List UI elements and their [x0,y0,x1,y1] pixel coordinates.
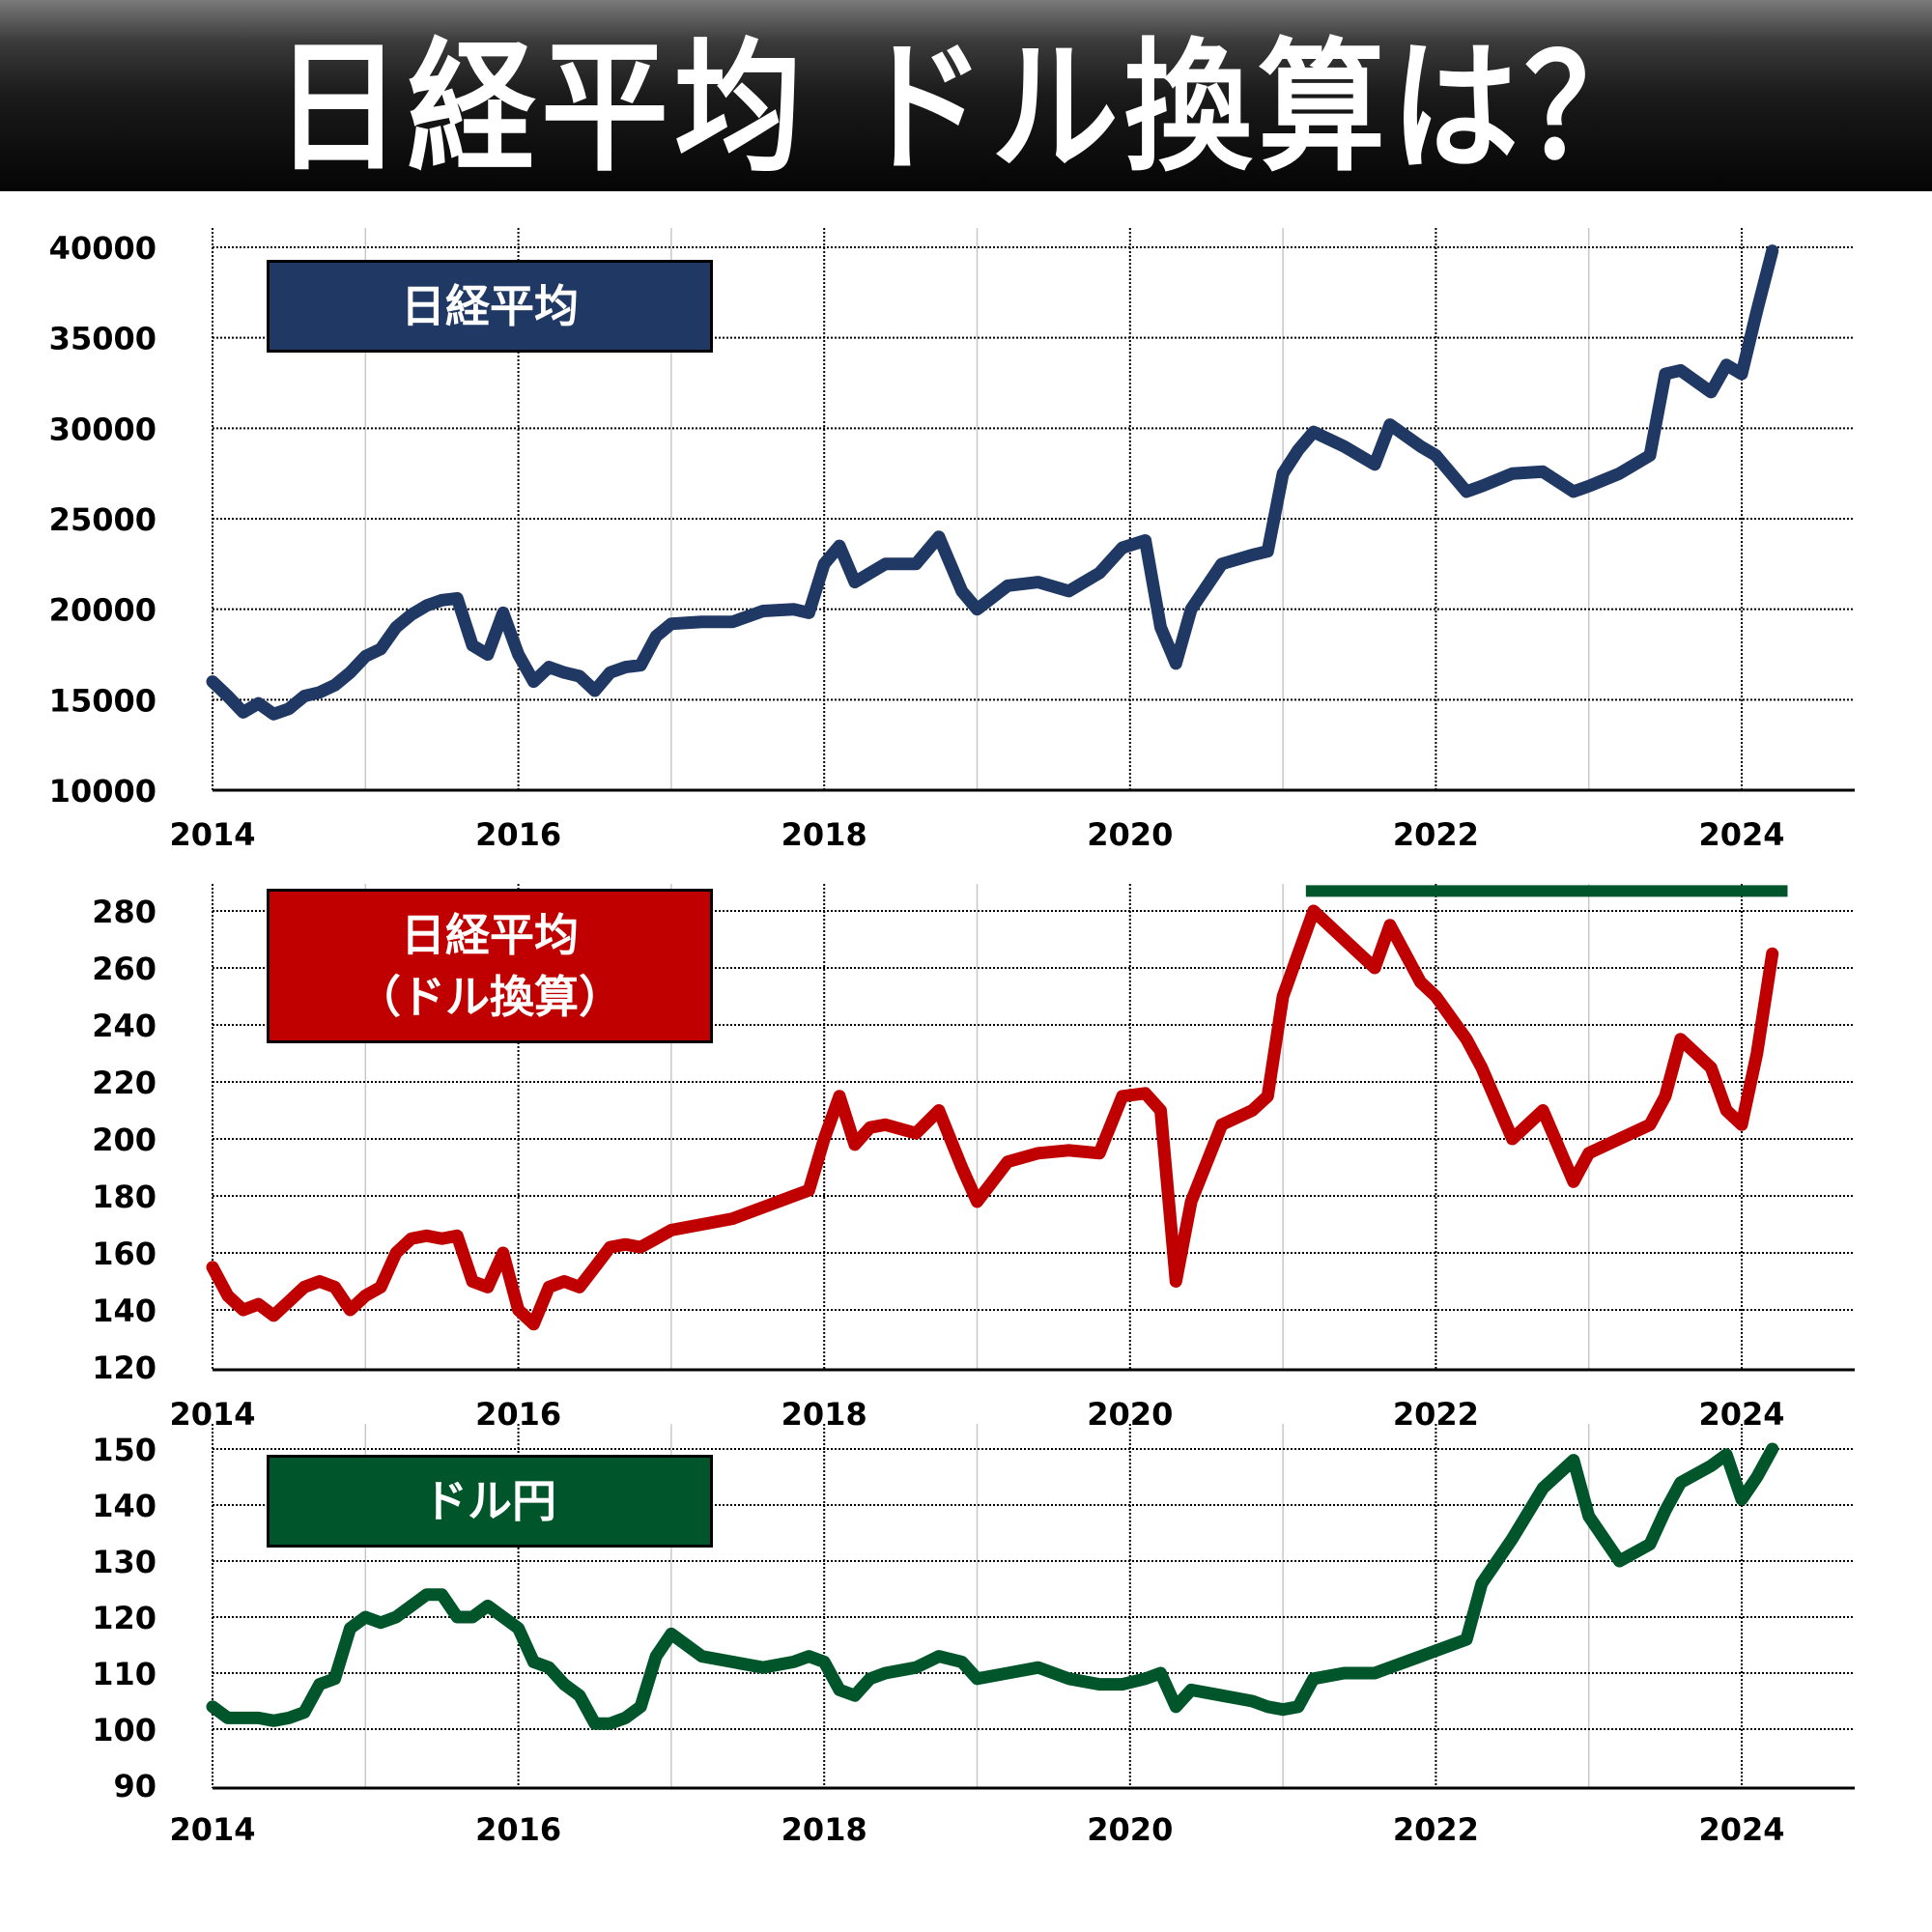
x-tick-label: 2024 [1698,816,1784,853]
series-line [206,244,1779,721]
label-usdjpy-text: ドル円 [423,1475,556,1527]
x-tick-label: 2020 [1087,1396,1173,1433]
x-tick-label: 2018 [781,816,867,853]
y-tick-label: 90 [113,1768,156,1804]
y-tick-label: 220 [92,1065,156,1101]
y-tick-label: 15000 [49,682,156,719]
y-tick-label: 110 [92,1656,156,1692]
label-nikkei-usd: 日経平均 （ドル換算） [267,889,713,1043]
label-usdjpy: ドル円 [267,1455,713,1548]
x-tick-label: 2022 [1393,1396,1479,1433]
chart-usdjpy: 150 140 130 120 110 100 90 2014 2016 2018 2020 2022… [92,1424,1855,1848]
x-tick-label: 2014 [169,1396,255,1433]
x-tick-label: 2014 [169,816,255,853]
label-nikkei: 日経平均 [267,260,713,353]
y-tick-label: 160 [92,1236,156,1272]
x-tick-label: 2022 [1393,816,1479,853]
y-tick-label: 35000 [49,321,156,357]
x-tick-label: 2022 [1393,1811,1479,1848]
x-tick-label: 2018 [781,1396,867,1433]
y-tick-label: 130 [92,1544,156,1580]
y-tick-label: 140 [92,1293,156,1329]
x-tick-label: 2014 [169,1811,255,1848]
series-line [206,1442,1779,1730]
label-nikkei-usd-line1: 日経平均 [401,909,579,961]
page-title: 日経平均 ドル換算は？ [274,24,1658,192]
chart-nikkei: 40000 35000 30000 25000 20000 15000 10000 2014 2… [49,228,1855,853]
y-tick-label: 30000 [49,411,156,447]
y-tick-label: 40000 [49,230,156,267]
x-tick-label: 2024 [1698,1811,1784,1848]
y-tick-label: 150 [92,1432,156,1468]
y-tick-label: 240 [92,1008,156,1044]
y-tick-label: 280 [92,894,156,930]
y-tick-label: 25000 [49,501,156,538]
y-tick-label: 20000 [49,592,156,629]
y-tick-label: 120 [92,1350,156,1386]
y-tick-label: 180 [92,1179,156,1215]
series-line [206,904,1779,1331]
y-tick-label: 120 [92,1600,156,1636]
x-tick-label: 2016 [475,1811,561,1848]
x-tick-label: 2018 [781,1811,867,1848]
x-tick-label: 2020 [1087,816,1173,853]
x-tick-label: 2016 [475,1396,561,1433]
y-tick-label: 140 [92,1488,156,1524]
x-tick-label: 2016 [475,816,561,853]
y-tick-label: 200 [92,1122,156,1158]
x-tick-label: 2020 [1087,1811,1173,1848]
y-tick-label: 100 [92,1712,156,1748]
label-nikkei-usd-line2: （ドル換算） [356,971,623,1023]
y-tick-label: 10000 [49,773,156,810]
y-tick-label: 260 [92,951,156,987]
label-nikkei-text: 日経平均 [401,280,579,332]
x-tick-label: 2024 [1698,1396,1784,1433]
page-header: 日経平均 ドル換算は？ [0,0,1932,191]
